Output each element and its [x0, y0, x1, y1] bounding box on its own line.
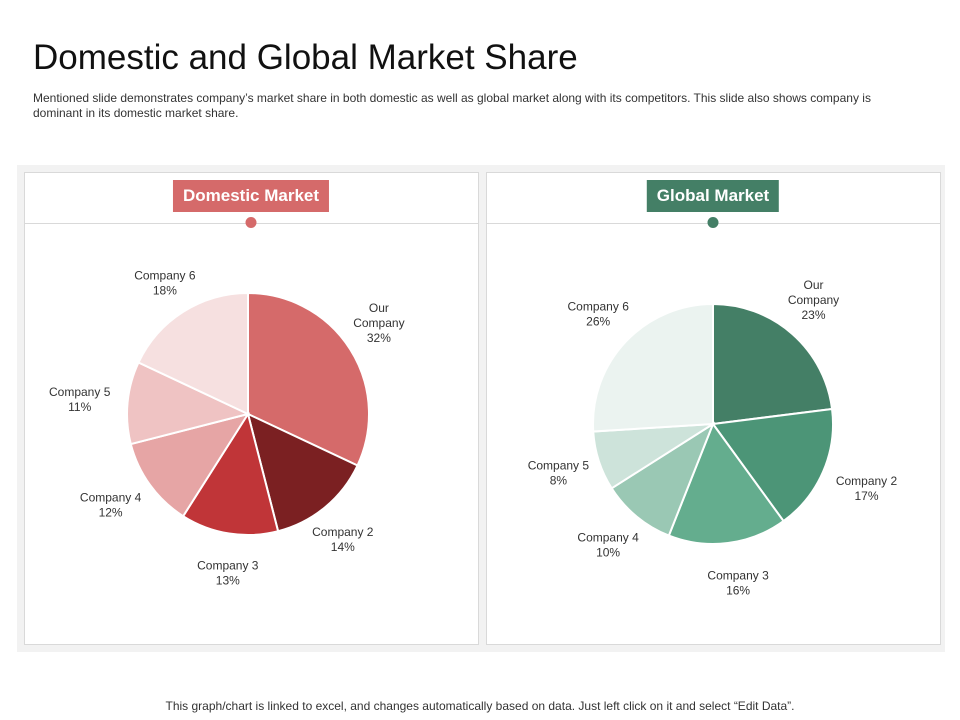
global-slice-label-6: Company 6 26%: [568, 299, 630, 328]
page-subtitle: Mentioned slide demonstrates company’s m…: [33, 91, 871, 120]
domestic-slice-label-5: Company 5 11%: [49, 385, 111, 414]
global-slice-label-5: Company 5 8%: [528, 459, 590, 488]
domestic-slice-label-6: Company 6 18%: [134, 269, 196, 298]
domestic-slice-1: [247, 291, 370, 467]
global-slice-label-1: Our Company 23%: [788, 278, 839, 322]
footer-note: This graph/chart is linked to excel, and…: [165, 699, 795, 713]
global-slice-3: [667, 421, 785, 545]
domestic-slice-label-3: Company 3 13%: [197, 559, 259, 588]
domestic-slice-4: [129, 412, 251, 518]
global-market-dot: [707, 217, 719, 228]
domestic-market-dot: [245, 217, 257, 228]
domestic-slice-label-4: Company 4 12%: [80, 491, 142, 520]
global-slice-2: [711, 407, 834, 523]
domestic-market-badge: Domestic Market: [172, 180, 330, 212]
page-title: Domestic and Global Market Share: [33, 38, 578, 77]
domestic-slice-label-1: Our Company 32%: [353, 301, 404, 345]
domestic-slice-label-2: Company 2 14%: [312, 525, 374, 554]
domestic-slice-5: [126, 361, 251, 446]
domestic-slice-3: [181, 411, 280, 536]
global-slice-label-2: Company 2 17%: [836, 474, 898, 503]
global-slice-6: [592, 302, 714, 433]
global-slice-1: [712, 302, 834, 426]
global-slice-label-4: Company 4 10%: [577, 531, 639, 560]
global-market-badge: Global Market: [646, 180, 780, 212]
domestic-slice-2: [246, 412, 359, 533]
global-slice-label-3: Company 3 16%: [707, 568, 769, 597]
domestic-slice-6: [137, 291, 249, 416]
global-slice-4: [610, 421, 716, 537]
